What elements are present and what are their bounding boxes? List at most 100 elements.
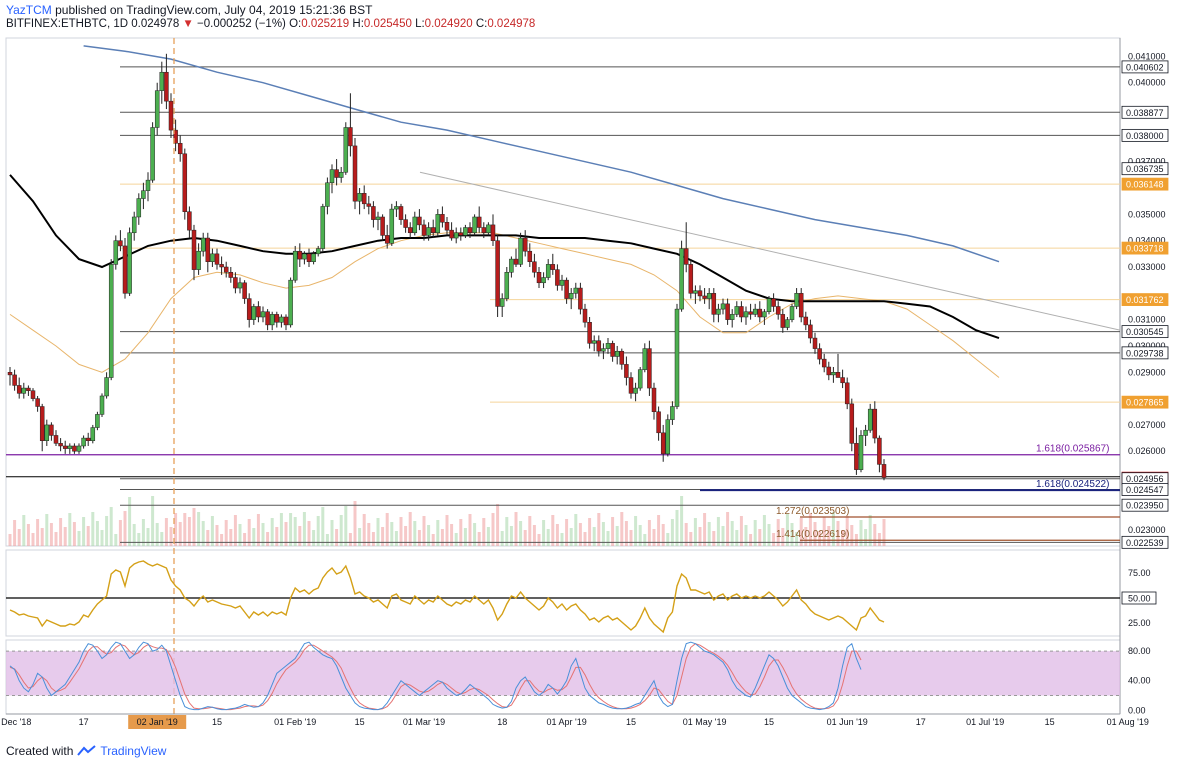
candle-body (785, 319, 790, 328)
candle-body (108, 264, 114, 378)
volume-bar (873, 524, 877, 546)
candle-body (872, 408, 878, 439)
volume-bar (220, 534, 224, 546)
candle-body (357, 193, 362, 202)
volume-bar (371, 532, 375, 546)
rsi-line (9, 560, 885, 634)
volume-bar (509, 526, 513, 546)
price-tick-label: 0.035000 (1128, 209, 1166, 219)
volume-bar (882, 519, 886, 546)
price-tick-label: 0.030000 (1128, 341, 1166, 351)
candle-body (315, 248, 321, 255)
candle-body (780, 314, 786, 328)
volume-bar (578, 523, 582, 546)
candle-body (168, 100, 174, 131)
date-tick-label: 01 Jun '19 (827, 717, 868, 727)
price-tag-label: 0.040602 (1126, 62, 1164, 72)
volume-bar (624, 521, 628, 546)
candle-body (325, 182, 330, 207)
tradingview-logo[interactable]: TradingView (77, 744, 166, 758)
candle-body (610, 343, 615, 357)
candle-body (844, 382, 850, 405)
candle-body (366, 203, 372, 207)
published-text: published on TradingView.com, July 04, 2… (55, 3, 373, 17)
volume-bar (569, 528, 573, 546)
volume-bar (422, 516, 426, 546)
candle-body (85, 437, 91, 441)
date-tick-label: 15 (764, 717, 774, 727)
candle-body (274, 314, 280, 323)
volume-bar (661, 524, 665, 546)
candle-body (389, 208, 395, 244)
candle-body (867, 408, 873, 431)
candle-body (67, 445, 73, 449)
candle-body (122, 245, 128, 294)
candle-body (647, 348, 652, 389)
date-tick-label: 01 May '19 (683, 717, 727, 727)
volume-bar (362, 514, 366, 546)
candle-body (821, 358, 827, 368)
price-tag-label: 0.023950 (1126, 501, 1164, 511)
fib-label: 1.618(0.025867) (1036, 444, 1109, 455)
volume-bar (348, 533, 352, 546)
volume-bar (772, 533, 776, 546)
low-label: L: (415, 18, 425, 30)
volume-bar (463, 528, 467, 546)
candle-body (679, 248, 684, 310)
volume-bar (123, 511, 127, 546)
close-label: C: (475, 18, 488, 30)
price-tick-label: 0.026000 (1128, 446, 1166, 456)
high-label: H: (352, 18, 364, 30)
candle-body (504, 272, 510, 299)
volume-bar (542, 520, 546, 546)
candle-body (467, 227, 473, 234)
candle-body (81, 437, 86, 447)
candle-body (743, 311, 749, 318)
candle-body (481, 227, 487, 234)
volume-bar (601, 522, 605, 546)
candle-body (173, 129, 178, 144)
candle-body (403, 219, 408, 228)
volume-bar (261, 523, 265, 546)
volume-bar (174, 513, 178, 546)
candle-body (835, 372, 841, 378)
price-tag-box (1121, 498, 1169, 512)
candle-body (444, 221, 450, 231)
volume-bar (118, 520, 122, 546)
date-tick-label: 01 Dec '18 (0, 717, 31, 727)
volume-bar (638, 525, 642, 546)
volume-bar (716, 517, 720, 546)
volume-bar (72, 522, 76, 546)
tradingview-brand: TradingView (100, 744, 167, 758)
candle-body (421, 224, 427, 236)
candle-body (348, 127, 353, 147)
volume-bar (390, 522, 394, 546)
volume-bar (399, 517, 403, 546)
candle-body (131, 216, 137, 234)
candle-body (237, 282, 243, 289)
volume-bar (91, 512, 95, 546)
volume-bar (95, 521, 99, 546)
volume-bar (574, 514, 578, 546)
candle-body (104, 377, 109, 397)
volume-bar (298, 526, 302, 546)
candle-body (748, 311, 753, 315)
volume-bar (864, 529, 868, 546)
volume-bar (620, 512, 624, 546)
candle-body (26, 387, 31, 391)
volume-bar (804, 527, 808, 546)
candle-body (380, 216, 385, 236)
volume-bar (321, 507, 325, 546)
volume-bar (68, 513, 72, 546)
volume-bar (459, 519, 463, 546)
price-tick-label: 0.033000 (1128, 262, 1166, 272)
candle-body (877, 437, 882, 465)
date-tick-label: 02 Jan '19 (137, 717, 178, 727)
chart-area[interactable]: 0.041000 0.040000 0.038000 0.037000 0.035000… (0, 0, 1180, 740)
price-tag-label: 0.024547 (1126, 485, 1164, 495)
candle-body (591, 340, 597, 344)
volume-bar (105, 516, 109, 546)
volume-bar (164, 518, 168, 546)
author-link[interactable]: YazTCM (6, 3, 52, 17)
price-tag-label: 0.030545 (1126, 327, 1164, 337)
